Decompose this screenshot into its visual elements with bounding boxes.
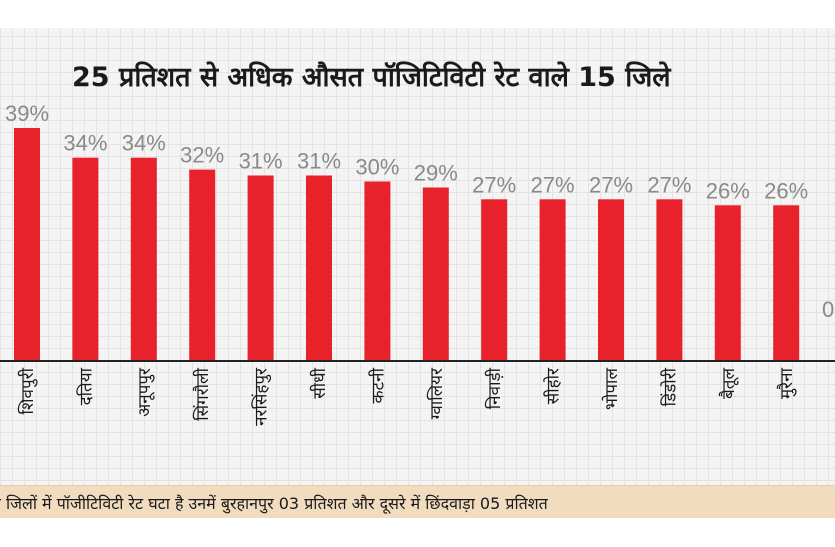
bar-chart: 39% 34% 34% 32% 31% 31% 30% 29% 27% 27% 27% 27% 26% 2… bbox=[0, 101, 835, 426]
bar-10 bbox=[539, 199, 566, 360]
bar-14 bbox=[773, 205, 800, 360]
value-label-11: 27% bbox=[589, 172, 633, 197]
bar-12 bbox=[656, 199, 683, 360]
value-label-5: 31% bbox=[239, 149, 283, 174]
category-label-5: नरसिंहपुर bbox=[251, 367, 272, 426]
bar-4 bbox=[189, 169, 216, 360]
value-label-12: 27% bbox=[647, 172, 691, 197]
value-label-13: 26% bbox=[706, 178, 750, 203]
category-label-13: बैतूल bbox=[718, 368, 739, 399]
chart-title: 25 प्रतिशत से अधिक औसत पॉजिटिविटी रेट वा… bbox=[72, 62, 671, 93]
category-label-9: निवाड़ी bbox=[484, 367, 505, 409]
value-labels-group: 39% 34% 34% 32% 31% 31% 30% 29% 27% 27% 27% 27% 26% 2… bbox=[5, 101, 808, 203]
bar-7 bbox=[364, 181, 391, 360]
value-label-9: 27% bbox=[472, 172, 516, 197]
extra-value-label: 05 bbox=[822, 297, 835, 322]
footer-band: न जिलों में पॉजीटिविटी रेट घटा है उनमें … bbox=[0, 485, 835, 520]
category-label-10: सीहोर bbox=[543, 367, 564, 404]
value-label-8: 29% bbox=[414, 161, 458, 186]
category-label-11: भोपाल bbox=[601, 368, 622, 410]
category-label-1: शिवपुरी bbox=[17, 367, 38, 414]
bar-3 bbox=[130, 157, 157, 360]
value-label-4: 32% bbox=[180, 143, 224, 168]
category-label-14: मुरैना bbox=[776, 367, 797, 399]
bar-11 bbox=[598, 199, 624, 360]
bar-2 bbox=[72, 157, 99, 360]
value-label-6: 31% bbox=[297, 149, 341, 174]
value-label-7: 30% bbox=[355, 155, 399, 180]
value-label-10: 27% bbox=[531, 172, 575, 197]
bar-13 bbox=[714, 205, 741, 360]
category-labels-group: शिवपुरी दतिया अनूपपुर सिंगरौली नरसिंहपुर सीधी… bbox=[17, 367, 797, 426]
value-label-1: 39% bbox=[5, 101, 49, 126]
bar-5 bbox=[247, 175, 274, 360]
bar-6 bbox=[306, 175, 332, 360]
bar-1 bbox=[14, 128, 40, 360]
category-label-4: सिंगरौली bbox=[192, 367, 213, 420]
value-label-14: 26% bbox=[764, 178, 808, 203]
bar-9 bbox=[481, 199, 508, 360]
category-label-3: अनूपपुर bbox=[135, 367, 155, 417]
category-label-6: सीधी bbox=[309, 367, 330, 398]
bars-group bbox=[14, 128, 800, 360]
value-label-3: 34% bbox=[122, 131, 166, 156]
category-label-8: ग्वालियर bbox=[426, 367, 447, 419]
footer-text: न जिलों में पॉजीटिविटी रेट घटा है उनमें … bbox=[0, 494, 548, 513]
top-margin bbox=[0, 0, 835, 28]
category-label-7: कटनी bbox=[367, 367, 388, 403]
category-label-12: डिंडोरी bbox=[659, 367, 680, 406]
value-label-2: 34% bbox=[63, 131, 107, 156]
bar-8 bbox=[422, 187, 449, 360]
bottom-margin bbox=[0, 518, 835, 547]
category-label-2: दतिया bbox=[75, 367, 96, 405]
